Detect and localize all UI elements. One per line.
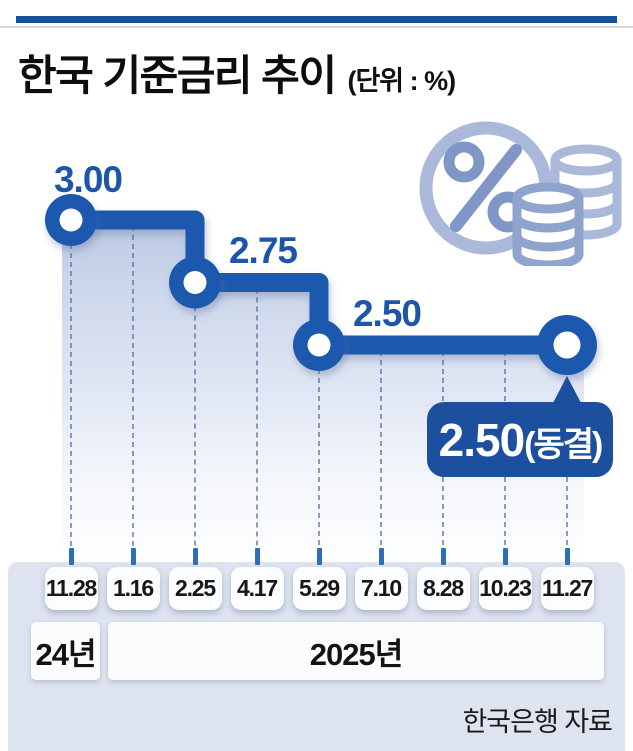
axis-tick xyxy=(68,548,74,565)
rate-label-3.00: 3.00 xyxy=(53,159,123,200)
source-credit: 한국은행 자료 xyxy=(462,707,613,737)
percent-and-coins-icon xyxy=(418,118,633,270)
rate-step-chart xyxy=(45,194,597,556)
final-rate-callout: 2.50 (동결) xyxy=(427,402,613,477)
date-label-8.28: 8.28 xyxy=(416,567,470,610)
callout-pointer xyxy=(553,376,581,403)
axis-tick xyxy=(254,548,260,565)
axis-tick xyxy=(192,548,198,565)
axis-tick xyxy=(316,548,322,565)
axis-tick xyxy=(378,548,384,565)
axis-tick xyxy=(130,548,136,565)
rate-step-line xyxy=(61,210,577,355)
axis-tick xyxy=(502,548,508,565)
date-label-2.25: 2.25 xyxy=(168,567,222,610)
date-label-11.28: 11.28 xyxy=(44,567,98,610)
rate-label-2.75: 2.75 xyxy=(228,230,298,271)
rate-label-2.50: 2.50 xyxy=(352,293,422,334)
axis-tick xyxy=(564,548,570,565)
date-label-1.16: 1.16 xyxy=(106,567,160,610)
rate-data-points xyxy=(45,194,597,375)
final-rate-note: (동결) xyxy=(524,426,603,464)
year-group-24: 24년 xyxy=(31,622,100,680)
final-rate-value: 2.50 xyxy=(438,413,526,466)
unit-label: (단위 : %) xyxy=(347,66,456,96)
page-title: 한국 기준금리 추이 xyxy=(18,52,337,99)
year-group-2025: 2025년 xyxy=(108,622,604,680)
date-label-11.27: 11.27 xyxy=(540,567,594,610)
date-label-10.23: 10.23 xyxy=(478,567,532,610)
top-accent-rule xyxy=(16,16,617,23)
chart-header: 한국 기준금리 추이 (단위 : %) xyxy=(18,42,456,103)
axis-tick xyxy=(440,548,446,565)
date-label-7.10: 7.10 xyxy=(354,567,408,610)
top-hairline xyxy=(0,26,633,28)
date-label-5.29: 5.29 xyxy=(292,567,346,610)
date-label-4.17: 4.17 xyxy=(230,567,284,610)
